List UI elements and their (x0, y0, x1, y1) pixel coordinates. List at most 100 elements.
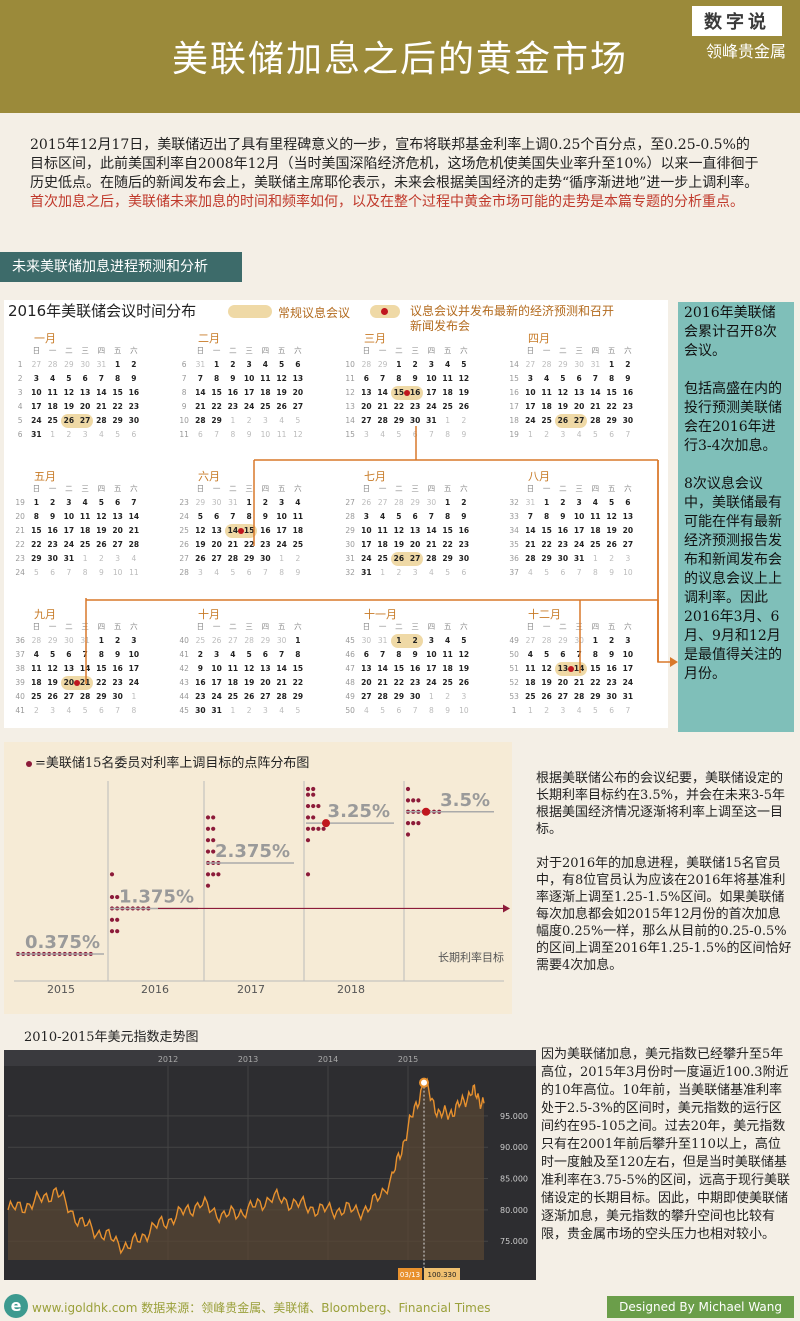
calendar-day: 5 (445, 568, 451, 577)
calendar-day: 4 (592, 498, 598, 507)
calendar-day: 3 (625, 636, 631, 645)
summary-paragraph-1: 2016年美联储会累计召开8次会议。 (684, 305, 777, 359)
calendar-day: 10 (128, 650, 140, 659)
calendar-day: 30 (622, 416, 634, 425)
calendar-day: 9 (262, 512, 268, 521)
source-text: www.igoldhk.com 数据来源：领峰贵金属、美联储、Bloomberg… (32, 1301, 491, 1315)
weekday-label: 一 (212, 346, 221, 355)
weekday-label: 一 (542, 484, 551, 493)
calendar-day: 5 (396, 430, 402, 439)
calendar-day: 5 (295, 416, 301, 425)
calendar-day: 5 (560, 374, 566, 383)
calendar-month: 十一月日一二三四五六 45 30 31 1 2 3 4 5 46 6 7 8 9 10 11 12 47 13 14 1… (342, 606, 472, 718)
calendar-day: 1 (230, 416, 236, 425)
week-number: 53 (509, 692, 519, 701)
weekday-label: 五 (607, 622, 616, 631)
fomc-dot (316, 803, 321, 809)
calendar-day: 22 (211, 402, 222, 411)
calendar-day: 13 (79, 388, 91, 397)
calendar-day: 10 (31, 388, 42, 397)
calendar-day: 20 (292, 388, 304, 397)
calendar-day: 1 (396, 360, 402, 369)
calendar-week-row: 28 3 4 5 6 7 8 9 (176, 566, 306, 580)
calendar-day: 3 (82, 430, 88, 439)
marker-value: 100.330 (428, 1271, 457, 1279)
calendar-day: 5 (197, 512, 203, 521)
calendar-week-row: 40 25 26 27 28 29 30 1 (12, 690, 142, 704)
calendar-day: 30 (47, 554, 58, 563)
calendar-day: 5 (230, 568, 236, 577)
calendar-week-row: 15 3 4 5 6 7 8 9 (342, 428, 472, 442)
week-number: 37 (15, 650, 25, 659)
week-number: 43 (179, 678, 189, 687)
week-number: 34 (509, 526, 519, 535)
median-label: 3.25% (328, 801, 390, 822)
weekday-label: 六 (130, 622, 138, 631)
calendar-day: 19 (458, 664, 470, 673)
calendar-day: 1 (527, 430, 533, 439)
calendar-week-row: 44 23 24 25 26 27 28 29 (176, 690, 306, 704)
calendar-week-row: 35 21 22 23 24 25 26 27 (506, 538, 636, 552)
calendar-day: 31 (31, 430, 42, 439)
weekday-label: 二 (229, 622, 237, 631)
weekday-label: 日 (362, 484, 371, 493)
calendar-day: 21 (96, 402, 107, 411)
calendar-week-row: 28 3 4 5 6 7 8 9 (342, 510, 472, 524)
weekday-label: 一 (378, 484, 387, 493)
footer: e www.igoldhk.com 数据来源：领峰贵金属、美联储、Bloombe… (0, 1292, 800, 1321)
calendar-day: 6 (412, 512, 418, 521)
calendar-day: 10 (211, 664, 222, 673)
calendar-day: 5 (461, 360, 467, 369)
week-number: 41 (15, 706, 25, 715)
weekday-label: 三 (575, 484, 583, 493)
week-number: 13 (345, 402, 355, 411)
calendar-day: 12 (276, 374, 287, 383)
calendar-title: 2016年美联储会议时间分布 (8, 302, 197, 320)
calendar-day: 16 (622, 388, 634, 397)
calendar-day: 30 (574, 636, 584, 645)
calendar-day: 30 (409, 692, 421, 701)
calendar-day: 8 (98, 650, 104, 659)
calendar-day: 25 (442, 402, 453, 411)
calendar-day: 29 (96, 692, 107, 701)
median-label: 3.5% (440, 790, 490, 811)
calendar-day: 2 (625, 360, 631, 369)
calendar-day: 19 (195, 540, 206, 549)
calendar-day: 27 (31, 360, 42, 369)
calendar-week-row: 11 6 7 8 9 10 11 12 (176, 428, 306, 442)
calendar-day: 28 (276, 692, 287, 701)
calendar-day: 26 (195, 554, 206, 563)
week-number: 28 (345, 512, 355, 521)
calendar-day: 16 (557, 526, 569, 535)
calendar-week-row: 8 14 15 16 17 18 19 20 (176, 386, 306, 400)
calendar-week-row: 10 28 29 1 2 3 4 5 (176, 414, 306, 428)
calendar-day: 22 (442, 540, 453, 549)
calendar-day: 29 (606, 416, 617, 425)
calendar-day: 26 (458, 678, 470, 687)
calendar-day: 13 (292, 374, 304, 383)
calendar-day: 24 (128, 678, 140, 687)
weekday-label: 日 (196, 346, 205, 355)
week-number: 21 (15, 526, 25, 535)
calendar-week-row: 27 26 27 28 29 30 1 2 (176, 552, 306, 566)
calendar-day: 1 (98, 636, 104, 645)
week-number: 40 (179, 636, 189, 645)
fomc-dot (205, 872, 211, 877)
calendar-day: 22 (590, 678, 601, 687)
calendar-day: 24 (63, 540, 75, 549)
calendar-day: 10 (112, 568, 123, 577)
calendar-day: 2 (609, 554, 615, 563)
calendar-day: 28 (377, 416, 388, 425)
calendar-day: 24 (276, 540, 287, 549)
calendar-day: 28 (79, 692, 91, 701)
calendar-day: 6 (295, 360, 301, 369)
calendar-day: 11 (79, 512, 91, 521)
calendar-day: 29 (541, 554, 552, 563)
calendar-day: 28 (47, 360, 58, 369)
calendar-day: 4 (98, 430, 104, 439)
month-name: 三月 (364, 332, 386, 345)
calendar-day: 15 (390, 386, 407, 400)
fomc-dot (115, 894, 120, 900)
calendar-week-row: 21 15 16 17 18 19 20 21 (12, 524, 142, 538)
weekday-label: 三 (81, 622, 89, 631)
